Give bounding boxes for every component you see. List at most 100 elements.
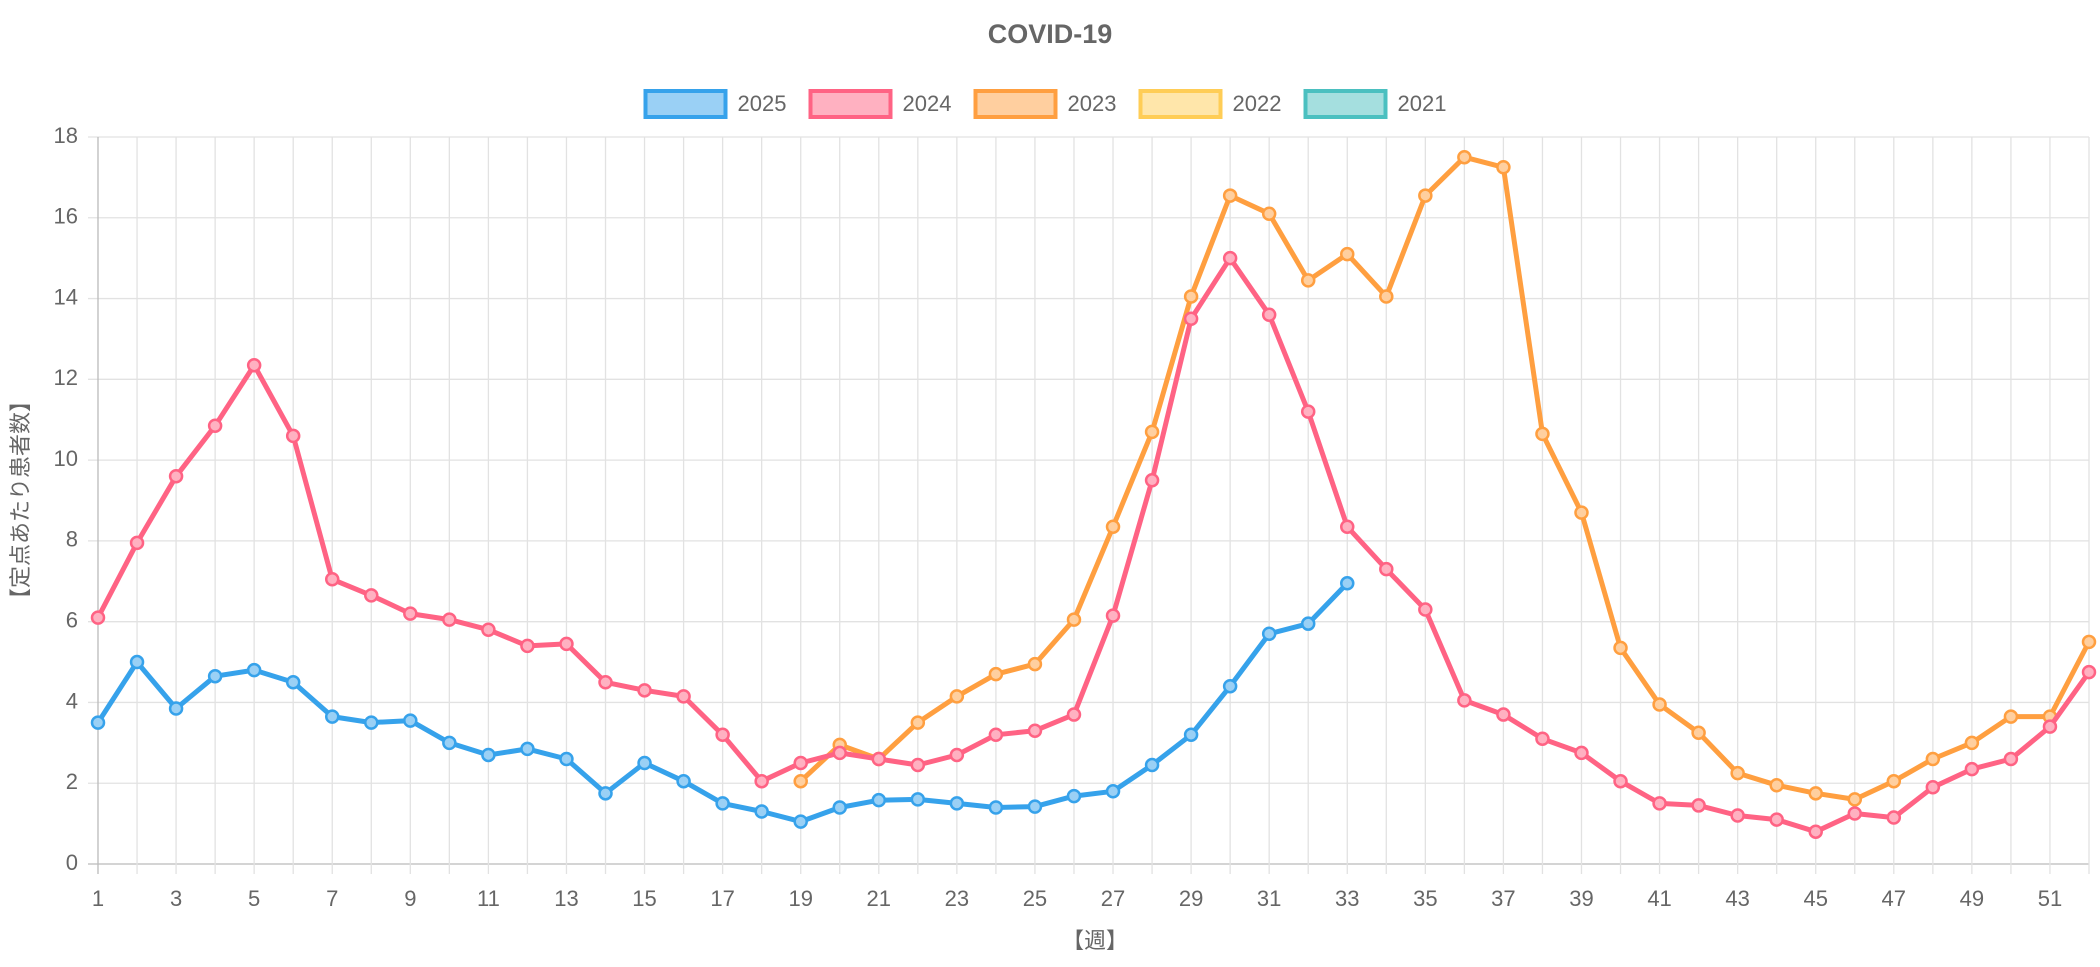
data-point-fill [365, 589, 378, 602]
x-tick-label: 25 [1023, 886, 1047, 911]
data-point-fill [1341, 520, 1354, 533]
data-point-fill [1028, 800, 1041, 813]
y-tick-label: 12 [54, 365, 78, 390]
x-tick-label: 39 [1569, 886, 1593, 911]
x-tick-label: 49 [1960, 886, 1984, 911]
data-point-fill [404, 714, 417, 727]
data-point-fill [482, 748, 495, 761]
y-tick-label: 6 [66, 607, 78, 632]
data-point-fill [1224, 252, 1237, 265]
data-point-fill [794, 757, 807, 770]
data-point-fill [1146, 759, 1159, 772]
y-tick-label: 16 [54, 204, 78, 229]
data-point-fill [950, 748, 963, 761]
data-point-fill [1185, 728, 1198, 741]
data-point-fill [92, 716, 104, 729]
data-point-fill [521, 639, 534, 652]
data-point-fill [1731, 767, 1744, 780]
data-point-fill [1887, 775, 1900, 788]
x-tick-label: 15 [632, 886, 656, 911]
data-point-fill [248, 664, 261, 677]
x-tick-label: 43 [1725, 886, 1749, 911]
y-tick-label: 14 [54, 284, 78, 309]
data-point-fill [209, 419, 222, 432]
data-point-fill [1731, 809, 1744, 822]
y-axis-label: 【定点あたり患者数】 [8, 390, 33, 610]
data-point-fill [872, 794, 885, 807]
data-point-fill [560, 752, 573, 765]
x-tick-label: 51 [2038, 886, 2062, 911]
legend-label: 2022 [1233, 91, 1282, 116]
data-point-fill [560, 637, 573, 650]
data-point-fill [1653, 797, 1666, 810]
data-point-fill [1575, 506, 1588, 519]
data-point-fill [833, 746, 846, 759]
data-point-fill [209, 670, 222, 683]
data-point-fill [1575, 746, 1588, 759]
data-point-fill [2004, 752, 2017, 765]
data-point-fill [443, 736, 456, 749]
data-point-fill [1497, 161, 1510, 174]
data-point-fill [755, 805, 768, 818]
data-point-fill [638, 757, 651, 770]
data-point-fill [716, 728, 729, 741]
data-point-fill [1614, 641, 1627, 654]
data-point-fill [2083, 635, 2095, 648]
data-point-fill [170, 470, 183, 483]
data-point-fill [1263, 308, 1276, 321]
legend-swatch [1303, 89, 1388, 119]
x-tick-label: 27 [1101, 886, 1125, 911]
x-tick-label: 21 [867, 886, 891, 911]
data-point-fill [1419, 189, 1432, 202]
series-line [95, 255, 2092, 835]
y-tick-label: 10 [54, 446, 78, 471]
x-tick-label: 13 [554, 886, 578, 911]
data-point-fill [2004, 710, 2017, 723]
x-tick-label: 23 [945, 886, 969, 911]
data-point-fill [2043, 720, 2056, 733]
data-point-fill [1107, 785, 1120, 798]
data-point-fill [1185, 312, 1198, 325]
legend-swatch [643, 89, 728, 119]
data-point-fill [1380, 563, 1393, 576]
data-point-fill [1536, 427, 1549, 440]
x-tick-label: 11 [477, 886, 500, 911]
x-tick-label: 45 [1803, 886, 1827, 911]
data-point-fill [1224, 680, 1237, 693]
legend-swatch [973, 89, 1058, 119]
data-point-fill [599, 787, 612, 800]
data-point-fill [1341, 577, 1354, 590]
data-point-fill [131, 536, 144, 549]
data-point-fill [1028, 724, 1041, 737]
y-tick-label: 8 [66, 527, 78, 552]
data-point-fill [521, 742, 534, 755]
data-point-fill [950, 690, 963, 703]
legend-label: 2024 [903, 91, 952, 116]
data-point-fill [911, 793, 924, 806]
data-point-fill [1419, 603, 1432, 616]
legend-swatch [808, 89, 893, 119]
data-point-fill [1341, 248, 1354, 261]
data-point-fill [1107, 609, 1120, 622]
data-point-fill [365, 716, 378, 729]
data-point-fill [131, 656, 144, 669]
data-point-fill [833, 801, 846, 814]
chart-title: COVID-19 [988, 19, 1113, 49]
data-point-fill [1770, 779, 1783, 792]
data-point-fill [287, 676, 300, 689]
data-point-fill [443, 613, 456, 626]
data-point-fill [911, 716, 924, 729]
data-point-fill [170, 702, 183, 715]
data-point-fill [677, 775, 690, 788]
data-point-fill [2083, 666, 2095, 679]
x-tick-label: 17 [710, 886, 734, 911]
data-point-fill [1848, 807, 1861, 820]
data-point-fill [1302, 274, 1315, 287]
legend-swatch [1138, 89, 1223, 119]
data-point-fill [1028, 658, 1041, 671]
data-point-fill [1653, 698, 1666, 711]
data-point-fill [482, 623, 495, 636]
data-point-fill [716, 797, 729, 810]
series-line [798, 154, 2092, 802]
